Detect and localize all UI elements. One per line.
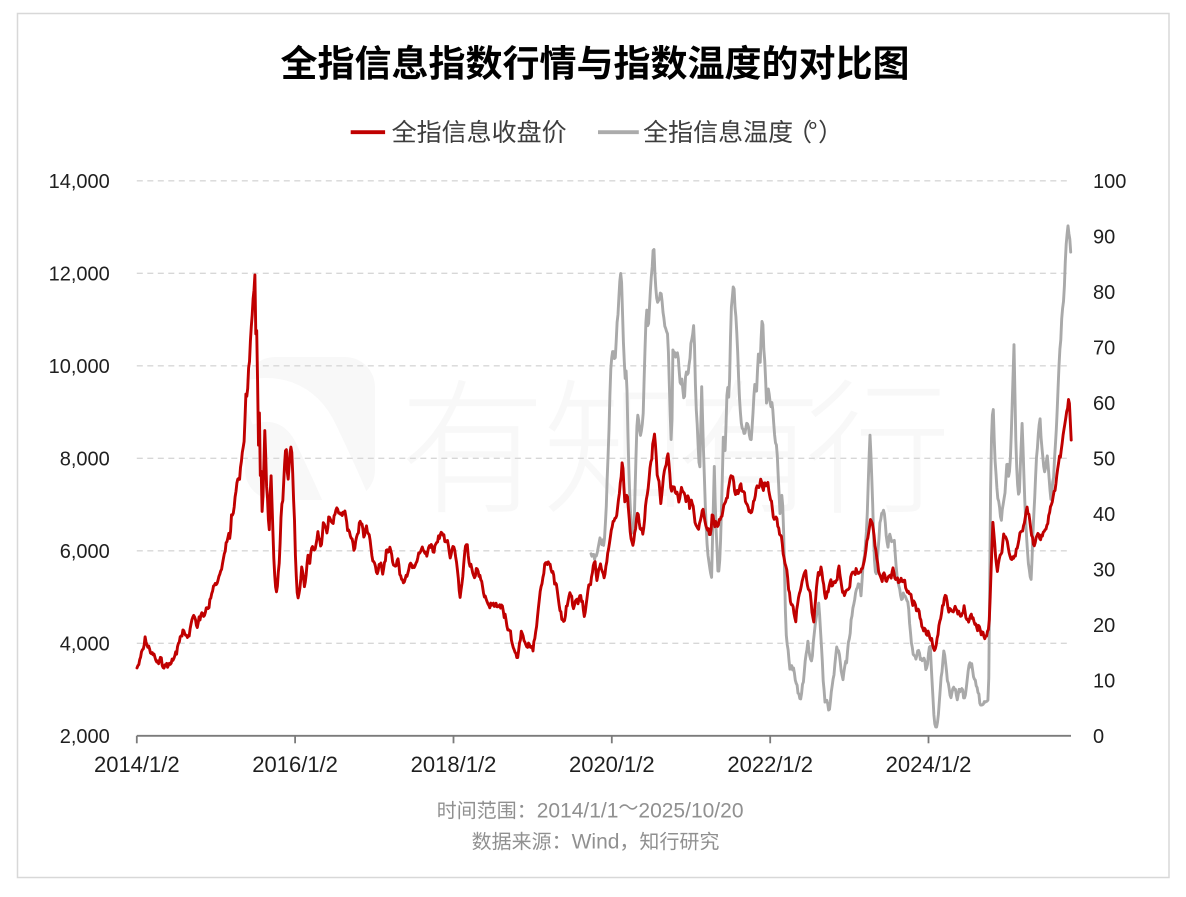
svg-text:10,000: 10,000: [49, 356, 110, 378]
svg-text:2018/1/2: 2018/1/2: [411, 752, 497, 777]
svg-text:14,000: 14,000: [49, 171, 110, 193]
svg-text:30: 30: [1093, 560, 1115, 582]
svg-text:6,000: 6,000: [60, 541, 110, 563]
svg-text:10: 10: [1093, 671, 1115, 693]
svg-text:2014/1/2: 2014/1/2: [94, 752, 180, 777]
svg-text:2014/1/1: 2014/1/1: [537, 800, 619, 823]
svg-text:8,000: 8,000: [60, 449, 110, 471]
svg-text:100: 100: [1093, 171, 1126, 193]
svg-text:12,000: 12,000: [49, 264, 110, 286]
svg-text:60: 60: [1093, 393, 1115, 415]
svg-text:50: 50: [1093, 449, 1115, 471]
svg-text:4,000: 4,000: [60, 634, 110, 656]
svg-text:90: 90: [1093, 227, 1115, 249]
svg-text:40: 40: [1093, 504, 1115, 526]
svg-text:2025/10/20: 2025/10/20: [638, 800, 743, 823]
svg-text:2024/1/2: 2024/1/2: [886, 752, 972, 777]
svg-text:Wind: Wind: [572, 831, 620, 854]
svg-text:0: 0: [1093, 726, 1104, 748]
svg-text:2020/1/2: 2020/1/2: [569, 752, 655, 777]
svg-text:2016/1/2: 2016/1/2: [252, 752, 338, 777]
svg-text:70: 70: [1093, 338, 1115, 360]
svg-text:2,000: 2,000: [60, 726, 110, 748]
svg-text:2022/1/2: 2022/1/2: [727, 752, 813, 777]
svg-text:80: 80: [1093, 282, 1115, 304]
svg-text:20: 20: [1093, 615, 1115, 637]
